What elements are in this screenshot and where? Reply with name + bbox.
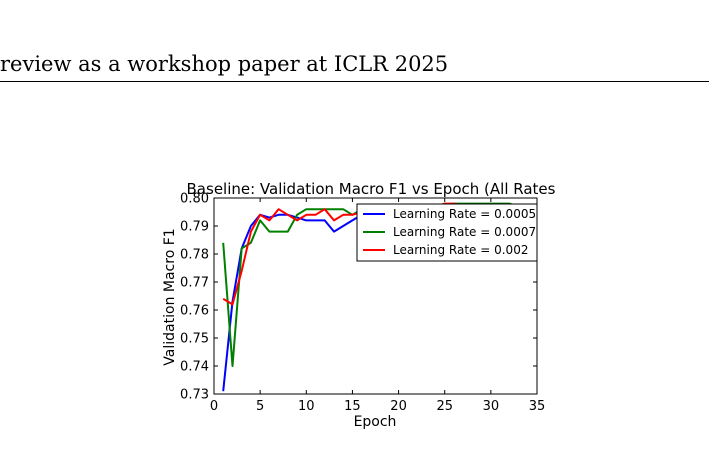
plot-frame (213, 197, 538, 395)
legend: Learning Rate = 0.0005 Learning Rate = 0.… (356, 203, 538, 262)
x-tick-label: 25 (436, 399, 453, 414)
x-tick-label: 35 (529, 399, 546, 414)
y-axis-label: Validation Macro F1 (162, 228, 178, 365)
legend-label: Learning Rate = 0.0005 (393, 207, 536, 221)
x-axis: 0 5 10 15 20 25 30 35 (210, 198, 545, 414)
y-tick-label: 0.79 (180, 220, 209, 235)
y-tick-label: 0.74 (180, 360, 209, 375)
legend-label: Learning Rate = 0.0007 (393, 225, 536, 239)
y-axis: 0.73 0.74 0.75 0.76 0.77 0.78 0.79 0.80 (180, 192, 537, 403)
y-tick-label: 0.76 (180, 304, 209, 319)
x-tick-label: 30 (483, 399, 500, 414)
y-tick-label: 0.80 (180, 192, 209, 207)
x-tick-label: 0 (210, 399, 218, 414)
page-header: review as a workshop paper at ICLR 2025 (0, 52, 449, 76)
y-tick-label: 0.78 (180, 248, 209, 263)
x-tick-label: 5 (256, 399, 264, 414)
x-tick-label: 20 (390, 399, 407, 414)
y-tick-label: 0.75 (180, 332, 209, 347)
y-tick-label: 0.73 (180, 388, 209, 403)
x-axis-label: Epoch (354, 414, 397, 430)
chart-title: Baseline: Validation Macro F1 vs Epoch (… (187, 180, 556, 198)
legend-label: Learning Rate = 0.002 (393, 243, 528, 257)
y-tick-label: 0.77 (180, 276, 209, 291)
x-tick-label: 10 (298, 399, 315, 414)
legend-box (356, 203, 538, 262)
header-rule (0, 81, 709, 82)
x-tick-label: 15 (344, 399, 361, 414)
